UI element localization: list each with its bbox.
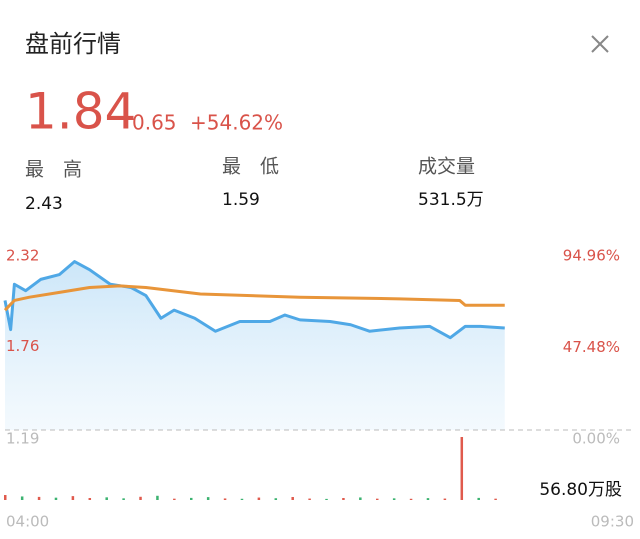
- volume-bar: [426, 498, 430, 500]
- volume-bar: [240, 498, 244, 500]
- price: 1.84: [25, 83, 136, 141]
- volume-bar: [223, 498, 227, 500]
- stat-label: 成交量: [418, 156, 475, 178]
- volume-bar: [257, 497, 261, 500]
- y2-tick-label: 94.96%: [563, 247, 620, 265]
- close-button[interactable]: [591, 35, 609, 53]
- volume-bar: [4, 495, 7, 500]
- series-line: [3, 284, 505, 312]
- y2-tick-label: 0.00%: [572, 430, 620, 448]
- y-tick-label: 1.76: [6, 337, 39, 355]
- stat-value: 531.5万: [418, 190, 484, 210]
- volume-bar: [20, 496, 24, 500]
- volume-bar: [274, 498, 278, 500]
- volume-bar: [376, 498, 379, 500]
- stat-label: 最 低: [222, 156, 279, 178]
- volume-bar: [460, 437, 464, 500]
- volume-bar: [88, 498, 92, 500]
- series-line: [3, 260, 505, 340]
- volume-max-label: 56.80万股: [539, 480, 622, 500]
- x-tick-label: 04:00: [6, 513, 49, 531]
- volume-bar: [156, 495, 159, 500]
- volume-bar: [308, 498, 311, 500]
- volume-bar: [122, 498, 125, 500]
- volume-bar: [190, 497, 193, 500]
- y-tick-label: 2.32: [6, 247, 39, 265]
- volume-bar: [291, 497, 294, 500]
- price-area: [5, 261, 505, 430]
- volume-bar: [206, 497, 210, 500]
- volume-bar: [71, 496, 75, 500]
- volume-bar: [409, 498, 413, 500]
- volume-bar: [443, 498, 447, 500]
- change-pct: +54.62%: [190, 111, 283, 135]
- change: 0.65: [132, 111, 177, 135]
- volume-bar: [342, 498, 345, 500]
- stat-label: 最 高: [25, 159, 82, 181]
- volume-bar: [325, 498, 328, 500]
- volume-bar: [105, 497, 108, 500]
- volume-bar: [359, 497, 362, 500]
- volume-bar: [54, 497, 58, 500]
- volume-bar: [494, 498, 497, 500]
- x-tick-label: 09:30: [591, 513, 634, 531]
- y2-tick-label: 47.48%: [563, 338, 620, 356]
- stat-value: 1.59: [222, 190, 260, 210]
- volume-bar: [37, 496, 41, 500]
- volume-bar: [139, 496, 142, 500]
- y-tick-label: 1.19: [6, 430, 39, 448]
- title: 盘前行情: [25, 30, 121, 58]
- volume-bar: [392, 498, 396, 500]
- close-icon[interactable]: [591, 35, 609, 53]
- volume-bar: [477, 497, 480, 500]
- volume-bar: [173, 498, 176, 500]
- stat-value: 2.43: [25, 194, 63, 214]
